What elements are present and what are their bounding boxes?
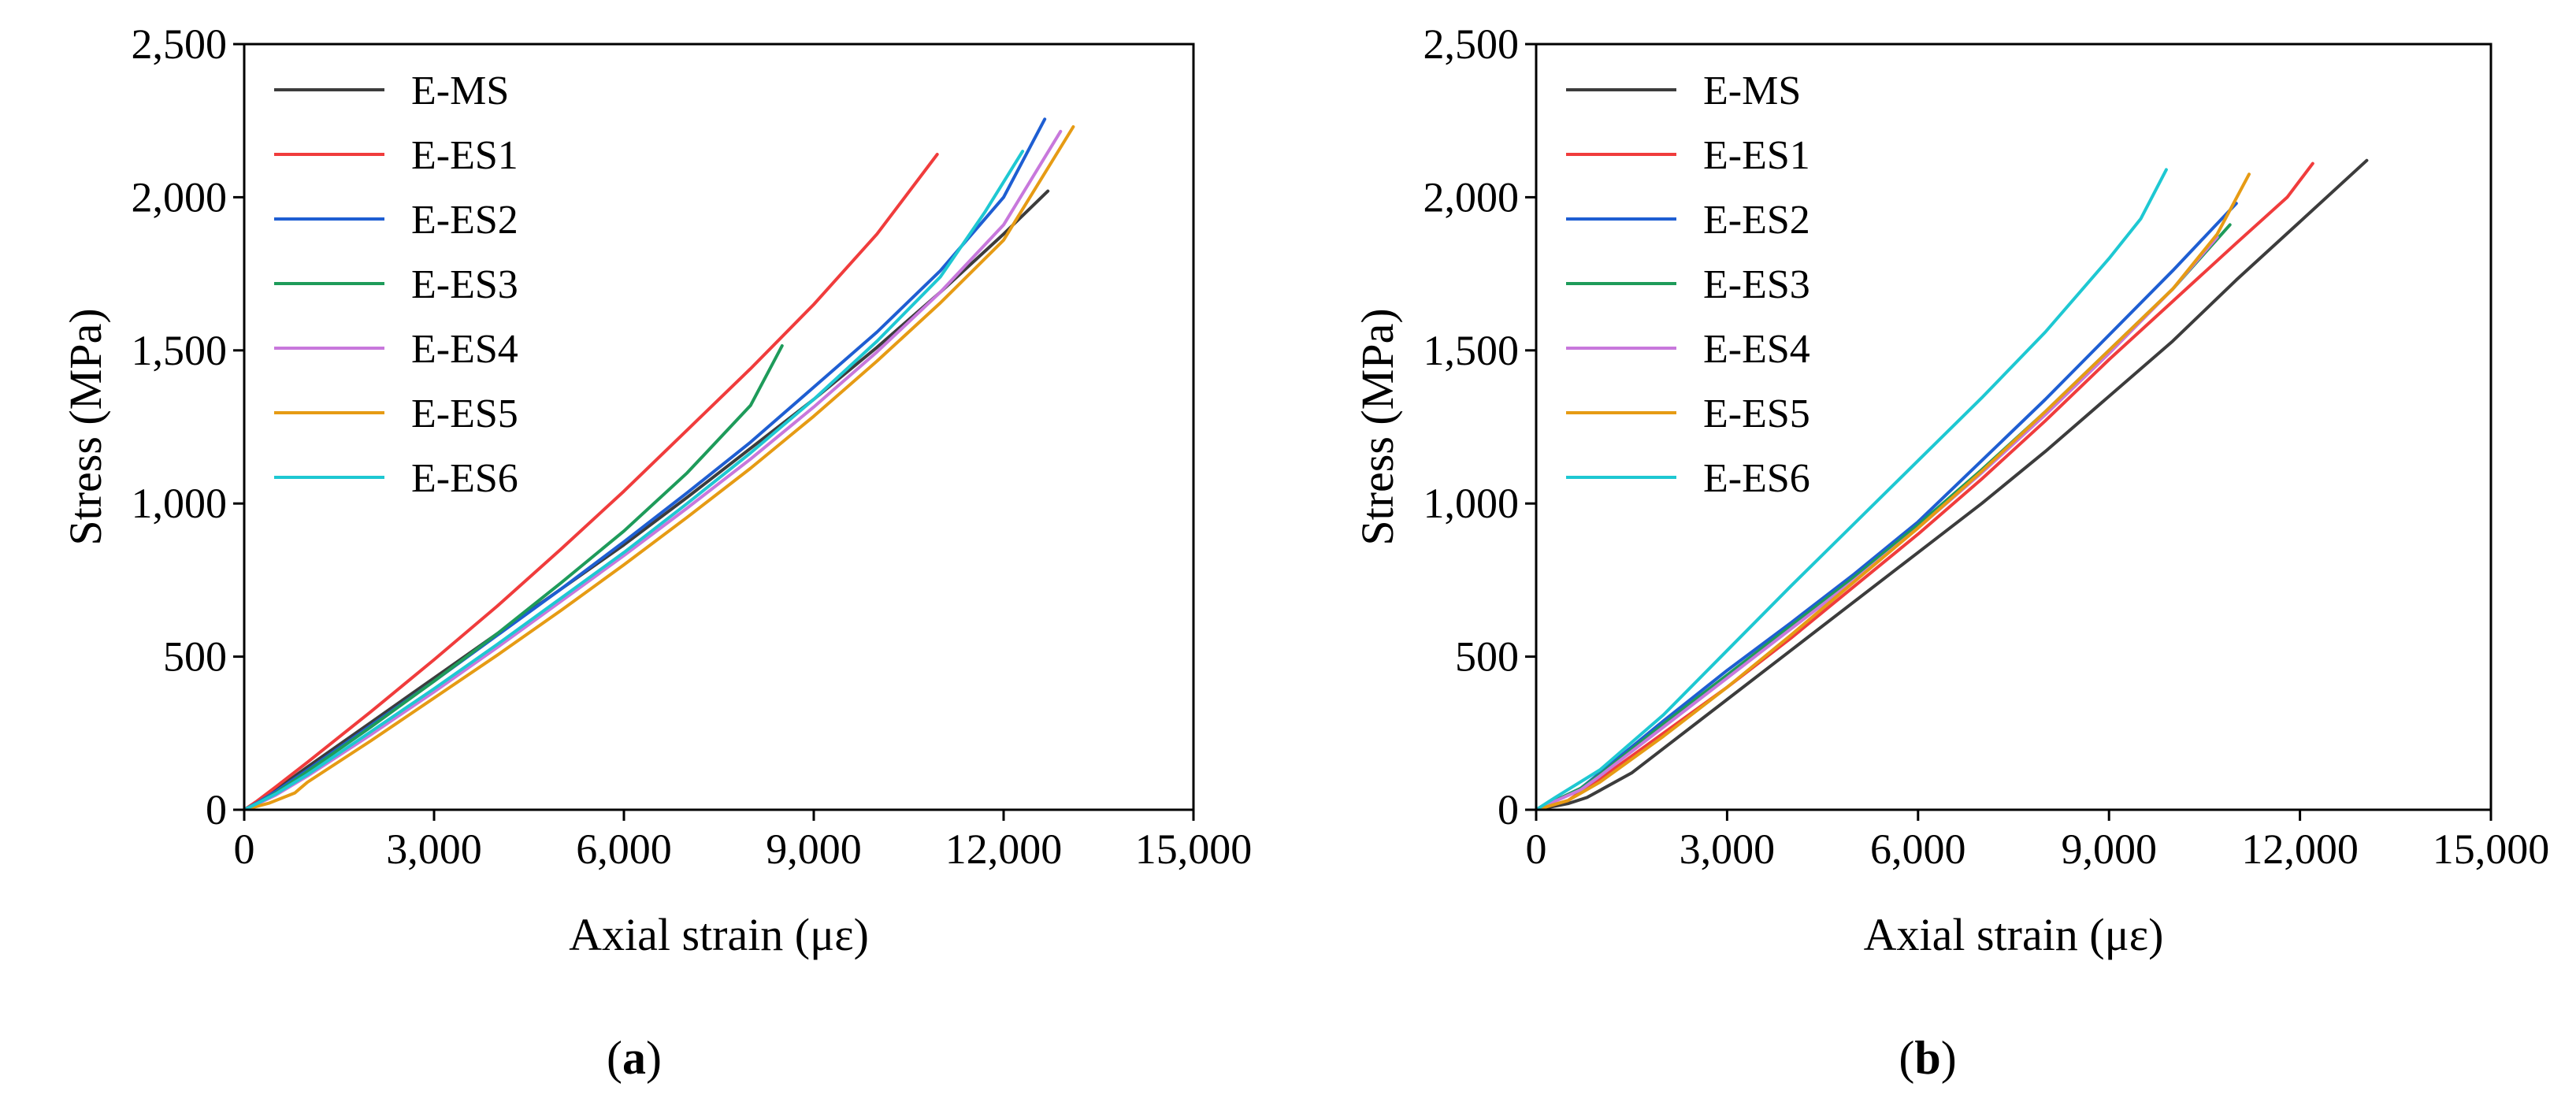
chart-b-y-tick-label: 500	[1455, 633, 1519, 681]
chart-b-y-tick-label: 2,000	[1423, 173, 1520, 221]
chart-b: 0 3,000 6,000 9,000 12,000 15,000 0 500 1,000 1,5…	[1352, 20, 2549, 1084]
chart-b-series-e-es3	[1536, 223, 2232, 810]
chart-a-y-tick-label: 0	[206, 786, 227, 833]
chart-b-series-e-es5	[1536, 173, 2251, 810]
chart-b-series-e-es2	[1536, 202, 2238, 810]
chart-b-y-tick-label: 0	[1498, 786, 1519, 833]
chart-b-series-group	[1536, 158, 2369, 810]
chart-a-y-tick-label: 2,000	[132, 173, 228, 221]
chart-a-legend-label-e-es1: E-ES1	[411, 133, 518, 178]
chart-a-series-e-es1	[244, 153, 939, 810]
chart-b-legend-label-e-es5: E-ES5	[1703, 391, 1810, 436]
chart-b-legend-label-e-es1: E-ES1	[1703, 133, 1810, 178]
chart-a-series-e-es2	[244, 117, 1047, 810]
chart-b-x-tick-label: 6,000	[1870, 826, 1966, 873]
chart-a-panel-caption: (a)	[607, 1032, 662, 1084]
chart-a-y-tick-label: 1,000	[132, 480, 228, 527]
chart-b-y-tick-label: 2,500	[1423, 20, 1520, 68]
chart-a-legend: E-MS E-ES1 E-ES2 E-ES3 E-ES4 E-ES5 E-ES6	[274, 69, 518, 501]
chart-a-series-e-es5	[244, 125, 1075, 810]
chart-b-series-e-es6	[1536, 168, 2168, 810]
chart-a-legend-label-e-ms: E-MS	[411, 69, 509, 113]
chart-a-legend-label-e-es3: E-ES3	[411, 262, 518, 307]
chart-b-legend-label-e-es3: E-ES3	[1703, 262, 1810, 307]
chart-a-x-tick-label: 9,000	[766, 826, 862, 873]
chart-a-series-e-es4	[244, 129, 1063, 810]
chart-a: 0 3,000 6,000 9,000 12,000 15,000 0 500 1,000 1,5…	[60, 20, 1252, 1084]
chart-b-legend-label-e-ms: E-MS	[1703, 69, 1801, 113]
chart-b-x-tick-label: 9,000	[2061, 826, 2157, 873]
chart-a-legend-label-e-es2: E-ES2	[411, 198, 518, 243]
chart-a-x-tick-label: 15,000	[1135, 826, 1253, 873]
chart-b-legend-label-e-es6: E-ES6	[1703, 456, 1810, 501]
chart-a-series-group	[244, 117, 1075, 810]
chart-b-y-axis-title: Stress (MPa)	[1352, 308, 1403, 545]
chart-a-y-axis-title: Stress (MPa)	[60, 308, 111, 545]
chart-a-x-tick-label: 12,000	[945, 826, 1063, 873]
chart-a-legend-label-e-es4: E-ES4	[411, 327, 518, 372]
chart-b-x-tick-label: 12,000	[2241, 826, 2359, 873]
chart-b-y-tick-label: 1,000	[1423, 480, 1520, 527]
chart-b-series-e-es4	[1536, 235, 2219, 810]
chart-b-plot-frame	[1535, 43, 2492, 811]
chart-a-legend-label-e-es6: E-ES6	[411, 456, 518, 501]
chart-b-x-tick-label: 0	[1526, 826, 1547, 873]
chart-a-plot-frame	[243, 43, 1195, 811]
chart-b-series-e-ms	[1536, 158, 2369, 810]
chart-b-x-axis-title: Axial strain (με)	[1864, 909, 2164, 960]
chart-b-legend-label-e-es4: E-ES4	[1703, 327, 1810, 372]
chart-a-y-tick-label: 2,500	[132, 20, 228, 68]
chart-a-y-tick-label: 500	[163, 633, 227, 681]
chart-a-x-axis-title: Axial strain (με)	[569, 909, 869, 960]
chart-a-y-tick-label: 1,500	[132, 327, 228, 374]
chart-a-legend-label-e-es5: E-ES5	[411, 391, 518, 436]
chart-b-x-tick-label: 3,000	[1680, 826, 1776, 873]
chart-b-panel-caption: (b)	[1899, 1032, 1956, 1084]
chart-a-x-tick-label: 0	[234, 826, 255, 873]
chart-a-series-e-es6	[244, 150, 1025, 810]
chart-b-series-e-es1	[1536, 161, 2314, 810]
chart-a-x-tick-label: 6,000	[576, 826, 672, 873]
chart-b-y-tick-label: 1,500	[1423, 327, 1520, 374]
chart-b-legend-label-e-es2: E-ES2	[1703, 198, 1810, 243]
chart-b-x-tick-label: 15,000	[2433, 826, 2550, 873]
chart-b-legend: E-MS E-ES1 E-ES2 E-ES3 E-ES4 E-ES5 E-ES6	[1566, 69, 1810, 501]
chart-a-x-tick-label: 3,000	[386, 826, 482, 873]
